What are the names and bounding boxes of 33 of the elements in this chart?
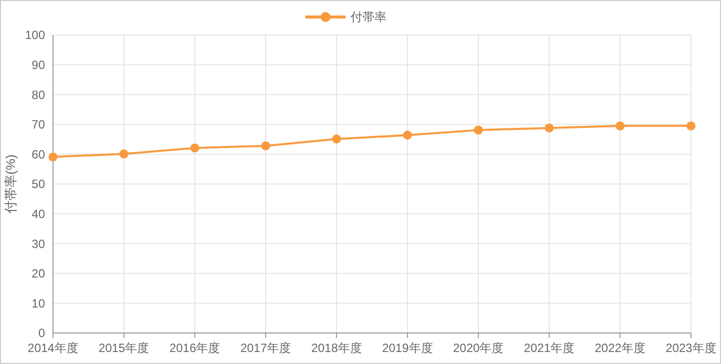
point xyxy=(616,121,625,130)
point xyxy=(261,141,270,150)
x-tick-label: 2016年度 xyxy=(169,341,220,355)
y-tick-label: 20 xyxy=(32,266,46,281)
point xyxy=(544,123,554,132)
x-tick-label: 2023年度 xyxy=(666,341,716,355)
point xyxy=(332,134,342,144)
y-tick-label: 30 xyxy=(32,236,46,251)
x-tick-label: 2014年度 xyxy=(28,341,78,355)
y-tick-label: 80 xyxy=(32,88,46,102)
y-axis-title: 付帯率(%) xyxy=(3,154,18,215)
y-tick-label: 0 xyxy=(38,326,46,340)
point xyxy=(190,143,200,152)
x-tick-label: 2022年度 xyxy=(594,341,646,355)
y-tick-label: 70 xyxy=(32,118,46,132)
point xyxy=(686,121,696,130)
x-tick-label: 2020年度 xyxy=(452,341,504,355)
x-tick-label: 2017年度 xyxy=(240,341,292,355)
x-tick-label: 2018年度 xyxy=(311,341,362,355)
legend-label: 付帯率 xyxy=(350,10,386,24)
y-tick-label: 60 xyxy=(32,147,46,162)
y-tick-label: 40 xyxy=(32,207,46,221)
point xyxy=(402,130,412,140)
x-tick-label: 2021年度 xyxy=(524,341,575,355)
x-tick-label: 2015年度 xyxy=(98,341,150,355)
point xyxy=(119,149,128,158)
point xyxy=(48,152,58,162)
x-tick-label: 2019年度 xyxy=(382,341,433,355)
y-tick-label: 10 xyxy=(32,296,46,310)
y-tick-label: 50 xyxy=(32,177,46,192)
y-tick-label: 90 xyxy=(32,58,46,72)
y-tick-label: 100 xyxy=(24,28,46,42)
point xyxy=(474,126,483,135)
